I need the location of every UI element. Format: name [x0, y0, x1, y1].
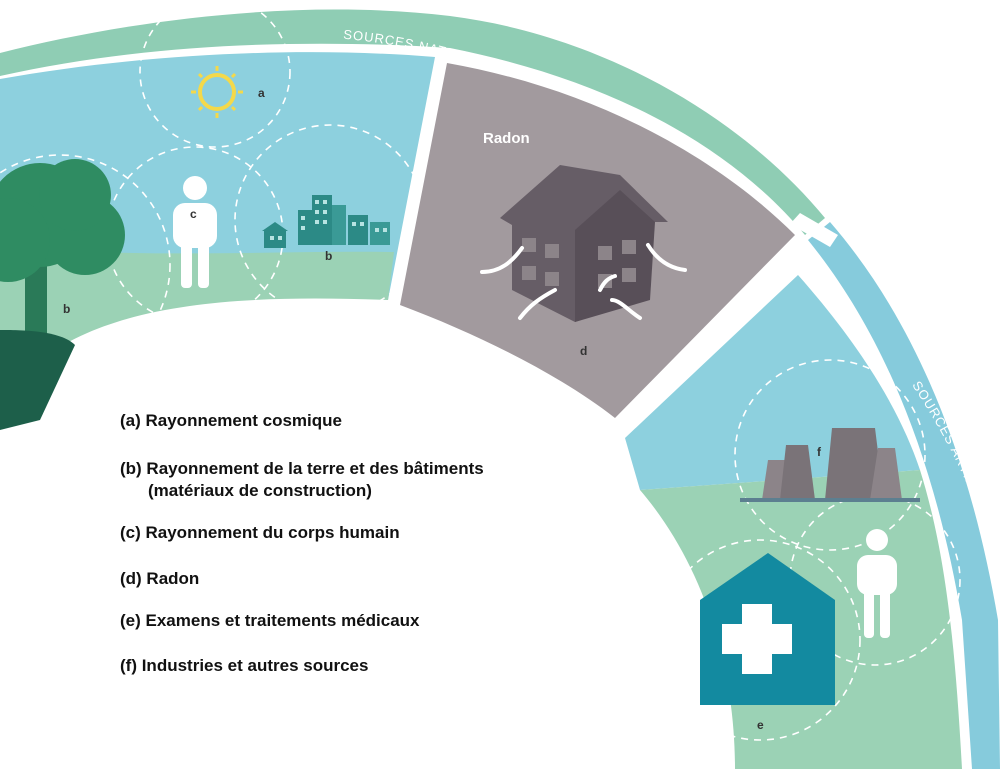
- artificial-sources-ring: [808, 222, 1000, 769]
- tree-icon: [0, 159, 125, 430]
- human-body-icon: [173, 176, 217, 288]
- ring-gap: [790, 213, 838, 247]
- person-icon: [857, 529, 897, 638]
- legend-item-f: (f) Industries et autres sources: [120, 655, 368, 677]
- legend-f-text: (f) Industries et autres sources: [120, 656, 369, 675]
- marker-a: a: [258, 86, 265, 100]
- legend-d-text: (d) Radon: [120, 569, 200, 588]
- radon-segment: Radon d: [400, 63, 795, 418]
- radon-arrows: [480, 243, 687, 320]
- sun-icon: [191, 66, 243, 118]
- natural-segment: a c b b: [0, 0, 435, 430]
- natural-sources-ring: [0, 9, 825, 236]
- legend-a-text: (a) Rayonnement cosmique: [120, 411, 342, 430]
- radon-title: Radon: [483, 130, 530, 147]
- legend-item-a: (a) Rayonnement cosmique: [120, 410, 342, 432]
- marker-d: d: [580, 344, 587, 358]
- legend-item-d: (d) Radon: [120, 568, 199, 590]
- marker-f: f: [817, 445, 822, 459]
- cooling-towers-icon: [740, 428, 920, 502]
- marker-e: e: [757, 718, 764, 732]
- artificial-dashed-circles: [659, 359, 961, 741]
- legend-c-text: (c) Rayonnement du corps humain: [120, 523, 400, 542]
- legend-b-text-cont: (matériaux de construction): [148, 481, 372, 500]
- legend-b-text: (b) Rayonnement de la terre et des bâtim…: [120, 459, 484, 478]
- legend-item-b: (b) Rayonnement de la terre et des bâtim…: [120, 458, 484, 502]
- marker-b-tree: b: [63, 302, 70, 316]
- outer-rings: [0, 9, 1000, 769]
- legend-e-text: (e) Examens et traitements médicaux: [120, 611, 420, 630]
- marker-b-city: b: [325, 249, 332, 263]
- house-icon: [500, 165, 668, 322]
- legend-item-c: (c) Rayonnement du corps humain: [120, 522, 400, 544]
- medical-house-icon: [700, 553, 835, 705]
- artificial-segment: f e: [625, 275, 962, 769]
- legend-item-e: (e) Examens et traitements médicaux: [120, 610, 420, 632]
- city-buildings-icon: [262, 195, 390, 248]
- grass-area: [0, 245, 394, 400]
- marker-c: c: [190, 207, 197, 221]
